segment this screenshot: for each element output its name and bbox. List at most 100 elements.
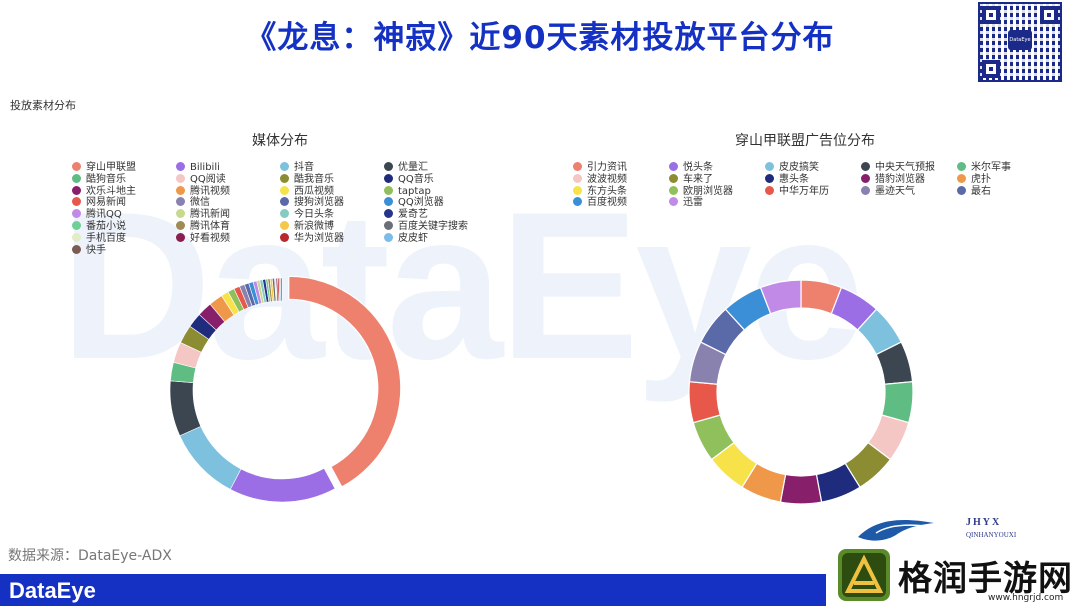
legend-swatch (861, 162, 870, 171)
legend-swatch (280, 197, 289, 207)
chart-title-media: 媒体分布 (252, 133, 308, 149)
legend-swatch (765, 173, 774, 183)
donut-slice (280, 277, 283, 302)
section-label: 投放素材分布 (10, 99, 76, 112)
legend-swatch (573, 173, 582, 183)
chart-title-pangle: 穿山甲联盟广告位分布 (735, 133, 875, 149)
legend-swatch (72, 244, 81, 254)
legend-label: 虎扑 (971, 173, 991, 185)
legend-item: 酷狗音乐 (72, 173, 126, 186)
legend-item: 优量汇 (384, 162, 428, 174)
donut-slice (229, 468, 336, 503)
legend-item: 好看视频 (176, 232, 230, 245)
legend-swatch (72, 232, 81, 242)
legend-item: Bilibili (176, 162, 220, 174)
qr-code: DataEye (978, 2, 1062, 82)
legend-item: 新浪微博 (280, 221, 334, 233)
donut-chart-media (169, 275, 402, 503)
legend-item: 微信 (176, 197, 210, 209)
legend-item: 华为浏览器 (280, 232, 344, 245)
legend-label: QQ浏览器 (398, 197, 444, 209)
legend-label: 百度视频 (587, 197, 627, 209)
donut-slice (169, 380, 202, 437)
legend-swatch (669, 162, 678, 171)
dragon-logo-icon (858, 519, 934, 541)
legend-item: 番茄小说 (72, 221, 126, 233)
brand-small-text: JHYX (966, 517, 1002, 528)
legend-label: 番茄小说 (86, 221, 126, 232)
legend-swatch (72, 162, 81, 171)
legend-item: QQ音乐 (384, 173, 434, 186)
legend-label: 网易新闻 (86, 197, 126, 209)
legend-label: 新浪微博 (294, 221, 334, 232)
legend-label: 百度关键字搜索 (398, 221, 468, 232)
legend-swatch (669, 197, 678, 207)
legend-item: 中央天气预报 (861, 162, 935, 174)
legend-item: 今日头条 (280, 209, 334, 221)
legend-swatch (861, 173, 870, 183)
legend-item: 猎豹浏览器 (861, 173, 925, 186)
legend-label: 惠头条 (779, 173, 809, 185)
footer-logo: DataEye (9, 578, 96, 603)
legend-swatch (280, 162, 289, 171)
legend-swatch (384, 209, 393, 219)
legend-label: 迅雷 (683, 197, 703, 209)
legend-swatch (176, 162, 185, 171)
legend-item: 腾讯新闻 (176, 209, 230, 221)
brand-app-icon (838, 549, 890, 601)
legend-swatch (280, 221, 289, 230)
legend-label: 快手 (86, 244, 106, 256)
legend-label: 车来了 (683, 173, 713, 185)
legend-label: taptap (398, 185, 431, 197)
legend-item: 抖音 (280, 162, 314, 174)
legend-label: 酷狗音乐 (86, 173, 126, 185)
legend-swatch (957, 162, 966, 171)
legend-item: 快手 (72, 244, 106, 257)
legend-label: 欧朋浏览器 (683, 185, 733, 197)
legend-label: 引力资讯 (587, 162, 627, 173)
legend-item: 网易新闻 (72, 197, 126, 209)
legend-item: 搜狗浏览器 (280, 197, 344, 209)
legend-label: 腾讯新闻 (190, 209, 230, 221)
legend-label: 墨迹天气 (875, 185, 915, 197)
legend-label: 腾讯QQ (86, 209, 122, 221)
legend-swatch (957, 185, 966, 195)
legend-item: taptap (384, 185, 431, 198)
legend-item: 迅雷 (669, 197, 703, 209)
legend-label: Bilibili (190, 162, 220, 173)
legend-item: 百度视频 (573, 197, 627, 209)
legend-label: QQ阅读 (190, 173, 226, 185)
brand-url: www.hngrjd.com (988, 593, 1064, 603)
legend-swatch (280, 232, 289, 242)
legend-label: 波波视频 (587, 173, 627, 185)
legend-label: 抖音 (294, 162, 314, 173)
legend-label: 中华万年历 (779, 185, 829, 197)
qr-center-logo: DataEye (1008, 30, 1032, 50)
legend-label: 优量汇 (398, 162, 428, 173)
legend-item: 米尔军事 (957, 162, 1011, 174)
legend-label: 爱奇艺 (398, 209, 428, 221)
legend-item: 腾讯QQ (72, 209, 122, 221)
legend-item: 中华万年历 (765, 185, 829, 198)
legend-swatch (573, 162, 582, 171)
legend-swatch (176, 173, 185, 183)
legend-item: 惠头条 (765, 173, 809, 186)
legend-swatch (176, 185, 185, 195)
legend-swatch (765, 162, 774, 171)
donut-chart-pangle (688, 279, 914, 505)
brand-badge: JHYX QINHANYOUXI 格润手游网 www.hngrjd.com (826, 513, 1080, 606)
legend-label: 皮皮搞笑 (779, 162, 819, 173)
legend-item: 引力资讯 (573, 162, 627, 174)
legend-label: 猎豹浏览器 (875, 173, 925, 185)
donut-slice (179, 425, 242, 490)
source-note: 数据来源：DataEye-ADX (8, 548, 172, 564)
legend-item: 虎扑 (957, 173, 991, 186)
legend-swatch (384, 221, 393, 230)
brand-small-text-2: QINHANYOUXI (966, 531, 1017, 539)
legend-swatch (176, 232, 185, 242)
legend-swatch (384, 197, 393, 207)
legend-label: 东方头条 (587, 185, 627, 197)
legend-label: 华为浏览器 (294, 232, 344, 244)
page-title: 《龙息：神寂》近90天素材投放平台分布 (245, 20, 835, 56)
legend-label: 最右 (971, 185, 991, 197)
